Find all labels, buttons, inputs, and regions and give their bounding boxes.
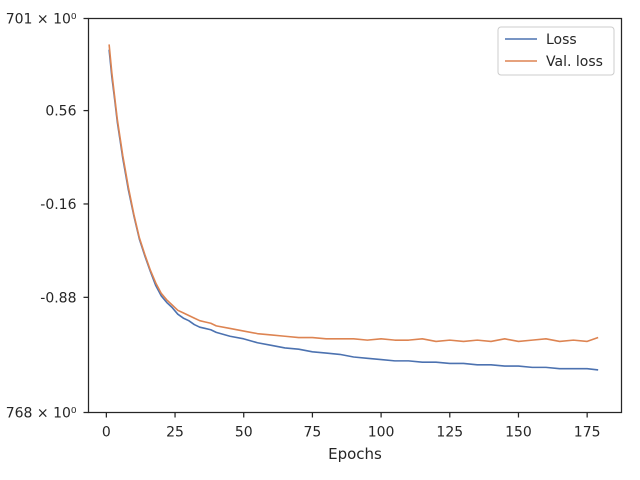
y-tick-label: -0.88 — [40, 290, 76, 306]
series-line-1 — [108, 44, 599, 343]
series-line-0 — [108, 49, 599, 371]
x-tick-label: 25 — [166, 425, 184, 441]
x-tick-label: 50 — [235, 425, 253, 441]
y-tick-label: 768 × 10⁰ — [6, 406, 77, 422]
x-tick-label: 100 — [368, 425, 395, 441]
x-tick-label: 150 — [505, 425, 532, 441]
series-lines — [108, 44, 599, 371]
x-axis-label: Epochs — [328, 445, 382, 463]
y-tick-label: -0.16 — [40, 197, 76, 213]
legend-label-val-loss: Val. loss — [546, 54, 603, 70]
plot-frame — [87, 17, 623, 414]
legend-label-loss: Loss — [546, 32, 577, 48]
legend: Loss Val. loss — [497, 26, 615, 76]
x-tick-label: 175 — [574, 425, 601, 441]
y-tick-label: 701 × 10⁰ — [6, 12, 77, 28]
y-tick-label: 0.56 — [45, 104, 76, 120]
x-tick-label: 125 — [436, 425, 463, 441]
axis-ticks: 0 25 50 75 100 125 150 175 701 × 10⁰ 0.56 -0.16 -0.… — [6, 12, 601, 441]
x-tick-label: 0 — [102, 425, 111, 441]
x-tick-label: 75 — [304, 425, 322, 441]
